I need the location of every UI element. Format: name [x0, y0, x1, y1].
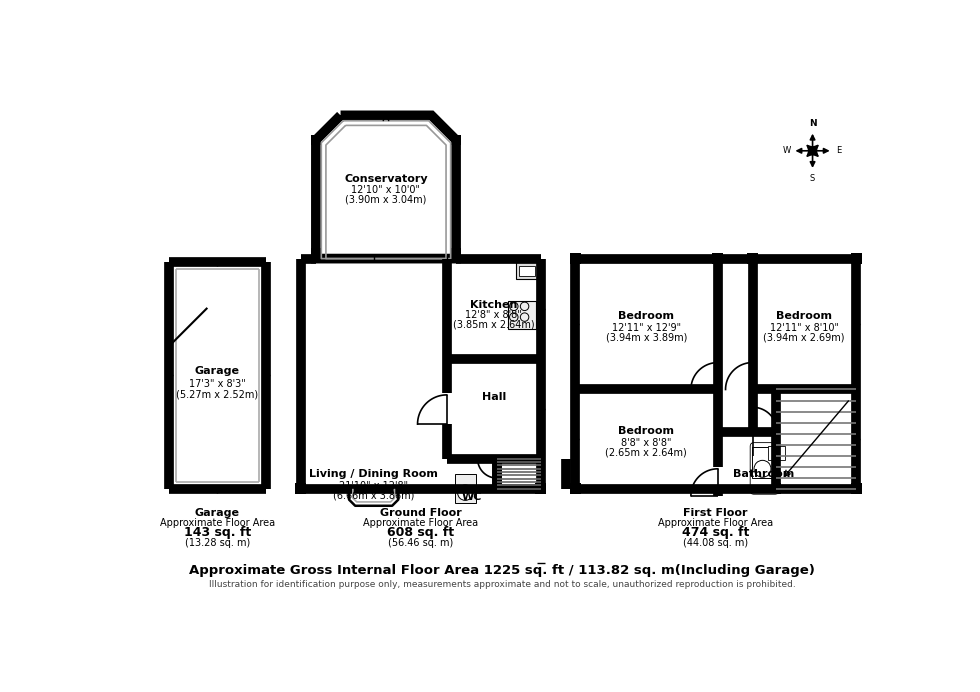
Text: Conservatory: Conservatory — [344, 174, 428, 184]
Text: First Floor: First Floor — [683, 508, 748, 518]
Bar — [516, 262, 538, 280]
Text: 8'8" x 8'8": 8'8" x 8'8" — [621, 437, 671, 448]
Text: 21'10" x 12'8": 21'10" x 12'8" — [339, 481, 409, 491]
Text: (13.28 sq. m): (13.28 sq. m) — [184, 538, 250, 548]
Text: (6.66m x 3.86m): (6.66m x 3.86m) — [333, 491, 415, 501]
Text: 608 sq. ft: 608 sq. ft — [387, 526, 454, 539]
FancyBboxPatch shape — [751, 443, 779, 494]
Text: Garage: Garage — [195, 508, 240, 518]
Text: S: S — [809, 174, 815, 183]
Text: Bedroom: Bedroom — [618, 311, 674, 321]
Bar — [519, 266, 535, 276]
Text: (2.65m x 2.64m): (2.65m x 2.64m) — [606, 448, 687, 457]
Text: N: N — [808, 119, 816, 128]
Bar — [295, 484, 306, 494]
Text: Approximate Floor Area: Approximate Floor Area — [160, 518, 275, 528]
Text: WC: WC — [462, 492, 481, 502]
Bar — [165, 304, 175, 347]
Text: Approximate Gross Internal Floor Area 1225 sq. ft / 113.82 sq. m(Including Garag: Approximate Gross Internal Floor Area 12… — [189, 564, 815, 577]
Text: Ground Floor: Ground Floor — [380, 508, 462, 518]
Text: Bedroom: Bedroom — [618, 426, 674, 436]
Bar — [570, 484, 581, 494]
Bar — [570, 253, 581, 264]
Text: (3.85m x 2.64m): (3.85m x 2.64m) — [453, 320, 535, 330]
Text: (3.94m x 2.69m): (3.94m x 2.69m) — [763, 333, 845, 343]
Circle shape — [808, 147, 816, 154]
Text: Garage: Garage — [195, 366, 240, 376]
Text: 12'10" x 10'0": 12'10" x 10'0" — [352, 185, 420, 195]
Text: (5.27m x 2.52m): (5.27m x 2.52m) — [176, 389, 259, 399]
Bar — [752, 447, 773, 478]
Text: Illustration for identification purpose only, measurements approximate and not t: Illustration for identification purpose … — [209, 580, 796, 589]
Text: Approximate Floor Area: Approximate Floor Area — [658, 518, 773, 528]
Text: (56.46 sq. m): (56.46 sq. m) — [388, 538, 454, 548]
Bar — [768, 446, 785, 459]
Text: 12'11" x 12'9": 12'11" x 12'9" — [612, 323, 681, 333]
Text: (3.90m x 3.04m): (3.90m x 3.04m) — [345, 194, 426, 204]
Bar — [311, 135, 321, 145]
Bar — [851, 484, 861, 494]
Bar — [451, 248, 462, 259]
Bar — [455, 474, 476, 504]
Bar — [770, 484, 781, 494]
Text: Living / Dining Room: Living / Dining Room — [310, 469, 438, 479]
Bar — [851, 253, 861, 264]
Text: Bedroom: Bedroom — [776, 311, 832, 321]
Bar — [712, 253, 723, 264]
Text: Approximate Floor Area: Approximate Floor Area — [363, 518, 478, 528]
Text: 474 sq. ft: 474 sq. ft — [682, 526, 750, 539]
Bar — [509, 301, 536, 329]
Circle shape — [458, 485, 473, 500]
Bar — [747, 253, 758, 264]
Text: 143 sq. ft: 143 sq. ft — [183, 526, 251, 539]
Text: Kitchen: Kitchen — [470, 300, 517, 310]
Text: (44.08 sq. m): (44.08 sq. m) — [683, 538, 748, 548]
Text: Hall: Hall — [481, 392, 506, 402]
Text: 12'11" x 8'10": 12'11" x 8'10" — [769, 323, 839, 333]
Text: W: W — [782, 146, 791, 155]
Text: E: E — [836, 146, 842, 155]
Bar — [451, 135, 462, 145]
Text: Bathroom: Bathroom — [733, 469, 795, 479]
Text: 12'8" x 8'8": 12'8" x 8'8" — [466, 310, 522, 320]
Text: (3.94m x 3.89m): (3.94m x 3.89m) — [606, 333, 687, 343]
Bar — [535, 484, 546, 494]
Bar — [311, 248, 321, 259]
Bar — [751, 444, 778, 493]
Circle shape — [754, 460, 771, 477]
Text: 17'3" x 8'3": 17'3" x 8'3" — [189, 379, 246, 389]
